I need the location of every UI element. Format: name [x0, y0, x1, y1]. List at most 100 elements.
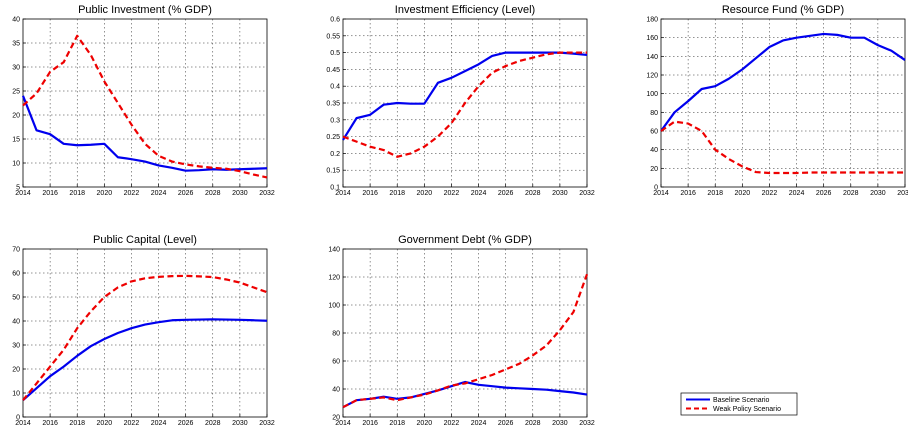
x-tick-label: 2030	[870, 190, 886, 197]
y-tick-label: 20	[650, 166, 658, 173]
y-tick-label: 120	[646, 73, 658, 80]
x-tick-label: 2032	[897, 190, 908, 197]
chart-title: Government Debt (% GDP)	[398, 234, 532, 246]
baseline-series-line	[342, 51, 588, 141]
y-tick-label: 70	[12, 247, 20, 254]
chart-title: Public Capital (Level)	[93, 234, 197, 246]
y-tick-label: 180	[646, 17, 658, 24]
x-tick-label: 2024	[151, 190, 167, 197]
y-tick-label: 120	[328, 275, 340, 282]
legend-weak-label: Weak Policy Scenario	[713, 406, 781, 413]
x-tick-label: 2014	[335, 190, 351, 197]
y-tick-label: 0	[16, 415, 20, 422]
y-tick-label: 0.45	[326, 67, 340, 74]
x-tick-label: 2020	[97, 420, 113, 427]
x-tick-label: 2018	[389, 190, 405, 197]
x-tick-label: 2022	[444, 190, 460, 197]
x-tick-label: 2022	[762, 190, 778, 197]
x-tick-label: 2026	[498, 190, 514, 197]
chart-title: Investment Efficiency (Level)	[395, 4, 535, 16]
y-tick-label: 160	[646, 35, 658, 42]
y-tick-label: 0.2	[330, 151, 340, 158]
baseline-series-line	[22, 318, 268, 402]
x-tick-label: 2026	[178, 420, 194, 427]
y-tick-label: 140	[646, 54, 658, 61]
x-tick-label: 2032	[579, 420, 595, 427]
chart-panel: Investment Efficiency (Level) 2014 2016 201…	[326, 4, 595, 197]
x-tick-label: 2024	[789, 190, 805, 197]
legend-baseline-label: Baseline Scenario	[713, 397, 770, 404]
x-tick-label: 2014	[335, 420, 351, 427]
x-tick-label: 2032	[259, 420, 275, 427]
x-tick-label: 2016	[42, 190, 58, 197]
y-tick-label: 0.35	[326, 101, 340, 108]
weak-policy-series-line	[660, 120, 905, 175]
y-tick-label: 40	[650, 147, 658, 154]
x-tick-label: 2016	[362, 420, 378, 427]
plot-area	[22, 248, 268, 418]
x-tick-label: 2026	[498, 420, 514, 427]
y-tick-label: 0.25	[326, 134, 340, 141]
y-tick-label: 40	[12, 319, 20, 326]
x-tick-label: 2014	[15, 420, 31, 427]
chart-panels: Public Investment (% GDP)2014 2016 2018 202…	[12, 4, 908, 427]
y-tick-label: 0.4	[330, 84, 340, 91]
chart-panel: Public Investment (% GDP)2014 2016 2018 202…	[12, 4, 275, 197]
x-tick-label: 2018	[69, 420, 85, 427]
x-tick-label: 2030	[232, 420, 248, 427]
y-tick-label: 40	[12, 17, 20, 24]
y-tick-label: 25	[12, 89, 20, 96]
chart-panel: Government Debt (% GDP) 2014 2016 2018 20 20 2…	[328, 234, 595, 427]
x-tick-label: 2020	[417, 190, 433, 197]
x-tick-label: 2028	[525, 420, 541, 427]
plot-area	[660, 18, 906, 188]
y-tick-label: 80	[332, 331, 340, 338]
y-tick-label: 140	[328, 247, 340, 254]
plot-area	[22, 18, 268, 188]
legend: Baseline Scenario Weak Policy Scenario	[680, 392, 798, 416]
y-tick-label: 60	[12, 271, 20, 278]
x-tick-label: 2016	[680, 190, 696, 197]
y-tick-label: 0.5	[330, 50, 340, 57]
y-tick-label: 100	[328, 303, 340, 310]
y-tick-label: 0.3	[330, 117, 340, 124]
y-tick-label: 15	[12, 137, 20, 144]
weak-policy-series-line	[22, 34, 268, 179]
weak-policy-series-line	[342, 51, 587, 158]
x-tick-label: 2032	[579, 190, 595, 197]
x-tick-label: 2016	[362, 190, 378, 197]
y-tick-label: 20	[332, 415, 340, 422]
chart-panel: Resource Fund (% GDP)2014 2016 2018 2020 202…	[646, 4, 908, 197]
x-tick-label: 2030	[552, 190, 568, 197]
x-tick-label: 2028	[843, 190, 859, 197]
y-tick-label: 60	[332, 359, 340, 366]
x-tick-label: 2026	[178, 190, 194, 197]
x-tick-label: 2018	[389, 420, 405, 427]
y-tick-label: 35	[12, 41, 20, 48]
x-tick-label: 2024	[471, 420, 487, 427]
y-tick-label: 60	[650, 129, 658, 136]
x-tick-label: 2028	[205, 190, 221, 197]
y-tick-label: 40	[332, 387, 340, 394]
x-tick-label: 2024	[471, 190, 487, 197]
x-tick-label: 2022	[444, 420, 460, 427]
x-tick-label: 2024	[151, 420, 167, 427]
x-tick-label: 2014	[653, 190, 669, 197]
x-tick-label: 2018	[69, 190, 85, 197]
y-tick-label: 20	[12, 113, 20, 120]
x-tick-label: 2014	[15, 190, 31, 197]
x-tick-label: 2030	[552, 420, 568, 427]
chart-panel: Public Capital (Level) 2014 2016 2018 2020 20…	[12, 234, 275, 427]
y-tick-label: 50	[12, 295, 20, 302]
chart-title: Public Investment (% GDP)	[78, 4, 212, 16]
weak-policy-series-line	[342, 273, 589, 409]
x-tick-label: 2020	[97, 190, 113, 197]
x-tick-label: 2022	[124, 420, 140, 427]
x-tick-label: 2018	[707, 190, 723, 197]
x-tick-label: 2016	[42, 420, 58, 427]
x-tick-label: 2026	[816, 190, 832, 197]
y-tick-label: 0.55	[326, 33, 340, 40]
x-tick-label: 2028	[205, 420, 221, 427]
y-tick-label: 30	[12, 65, 20, 72]
